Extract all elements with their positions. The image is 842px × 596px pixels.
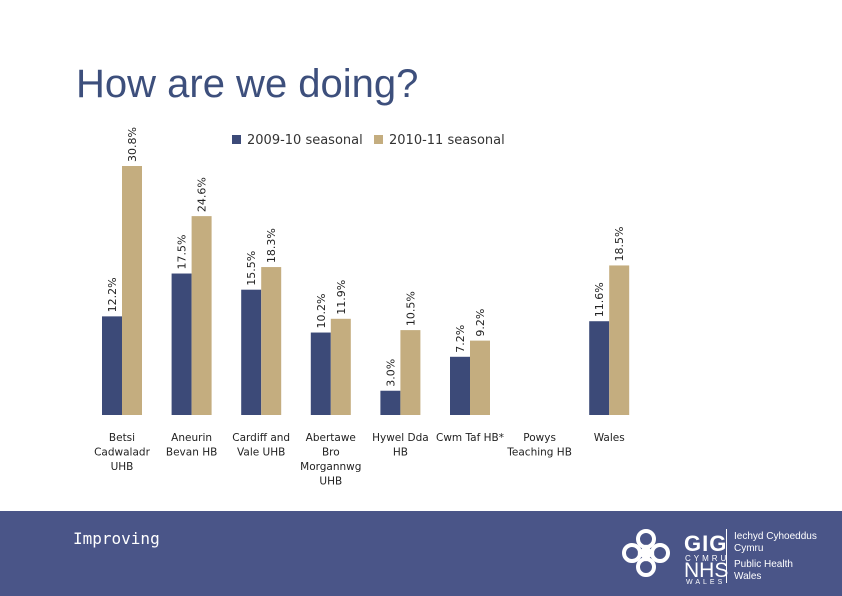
- vaccination-uptake-chart: 2009-10 seasonal 2010-11 seasonal 12.2% 30.…: [0, 0, 842, 510]
- bar-2-0: [241, 290, 261, 415]
- footer-text: Improving: [73, 529, 160, 548]
- legend-swatch-0: [232, 135, 241, 144]
- data-label-2-0: 15.5%: [245, 251, 258, 286]
- bar-0-1: [122, 166, 142, 415]
- bar-2-1: [261, 267, 281, 415]
- category-label-3-3: UHB: [319, 476, 342, 488]
- logo-wales: WALES: [686, 579, 725, 586]
- bar-4-1: [400, 330, 420, 415]
- data-label-1-1: 24.6%: [196, 177, 209, 212]
- bar-7-0: [589, 321, 609, 415]
- legend-label-0: 2009-10 seasonal: [247, 133, 363, 148]
- category-label-6-1: Teaching HB: [506, 447, 572, 459]
- nhs-wales-logo: GIG CYMRU NHS WALES Iechyd Cyhoeddus Cym…: [620, 521, 830, 587]
- logo-divider: [726, 529, 727, 583]
- category-label-1-0: Aneurin: [171, 432, 212, 444]
- logo-org-line3: Public Health: [734, 559, 793, 570]
- bar-1-0: [172, 274, 192, 415]
- category-label-0-1: Cadwaladr: [94, 447, 150, 459]
- data-label-3-1: 11.9%: [335, 280, 348, 315]
- category-label-1-1: Bevan HB: [166, 447, 217, 459]
- bar-3-1: [331, 319, 351, 415]
- celtic-knot-icon: [620, 527, 672, 579]
- legend-swatch-1: [374, 135, 383, 144]
- bar-0-0: [102, 316, 122, 415]
- bar-5-1: [470, 341, 490, 415]
- data-label-0-1: 30.8%: [126, 127, 139, 162]
- bar-1-1: [192, 216, 212, 415]
- logo-org-english: Public Health Wales: [734, 559, 793, 583]
- category-label-5-0: Cwm Taf HB*: [436, 432, 504, 444]
- data-label-7-0: 11.6%: [593, 282, 606, 317]
- data-label-3-0: 10.2%: [315, 294, 328, 329]
- bar-7-1: [609, 265, 629, 415]
- data-label-5-0: 7.2%: [454, 325, 467, 353]
- data-label-4-1: 10.5%: [404, 291, 417, 326]
- category-label-4-1: HB: [393, 447, 408, 459]
- data-label-0-0: 12.2%: [106, 277, 119, 312]
- category-label-3-2: Morgannwg: [300, 461, 361, 473]
- category-label-0-0: Betsi: [109, 432, 135, 444]
- category-label-3-1: Bro: [322, 447, 340, 459]
- category-label-7-0: Wales: [594, 432, 625, 444]
- data-label-2-1: 18.3%: [265, 228, 278, 263]
- data-label-7-1: 18.5%: [613, 226, 626, 261]
- logo-org-line1: Iechyd Cyhoeddus: [734, 531, 817, 542]
- data-label-4-0: 3.0%: [384, 359, 397, 387]
- data-label-1-0: 17.5%: [176, 235, 189, 270]
- category-label-2-1: Vale UHB: [237, 447, 285, 459]
- category-label-6-0: Powys: [523, 432, 556, 444]
- bar-5-0: [450, 357, 470, 415]
- logo-org-welsh: Iechyd Cyhoeddus Cymru: [734, 531, 817, 555]
- footer-bar: Improving GIG CYMRU NHS WALES Iechyd Cyh…: [0, 511, 842, 596]
- bar-3-0: [311, 333, 331, 415]
- category-label-3-0: Abertawe: [306, 432, 356, 444]
- legend-label-1: 2010-11 seasonal: [389, 133, 505, 148]
- category-label-2-0: Cardiff and: [232, 432, 290, 444]
- category-label-0-2: UHB: [111, 461, 134, 473]
- data-label-5-1: 9.2%: [474, 309, 487, 337]
- logo-org-line4: Wales: [734, 571, 761, 582]
- logo-org-line2: Cymru: [734, 543, 763, 554]
- bar-4-0: [380, 391, 400, 415]
- category-label-4-0: Hywel Dda: [372, 432, 429, 444]
